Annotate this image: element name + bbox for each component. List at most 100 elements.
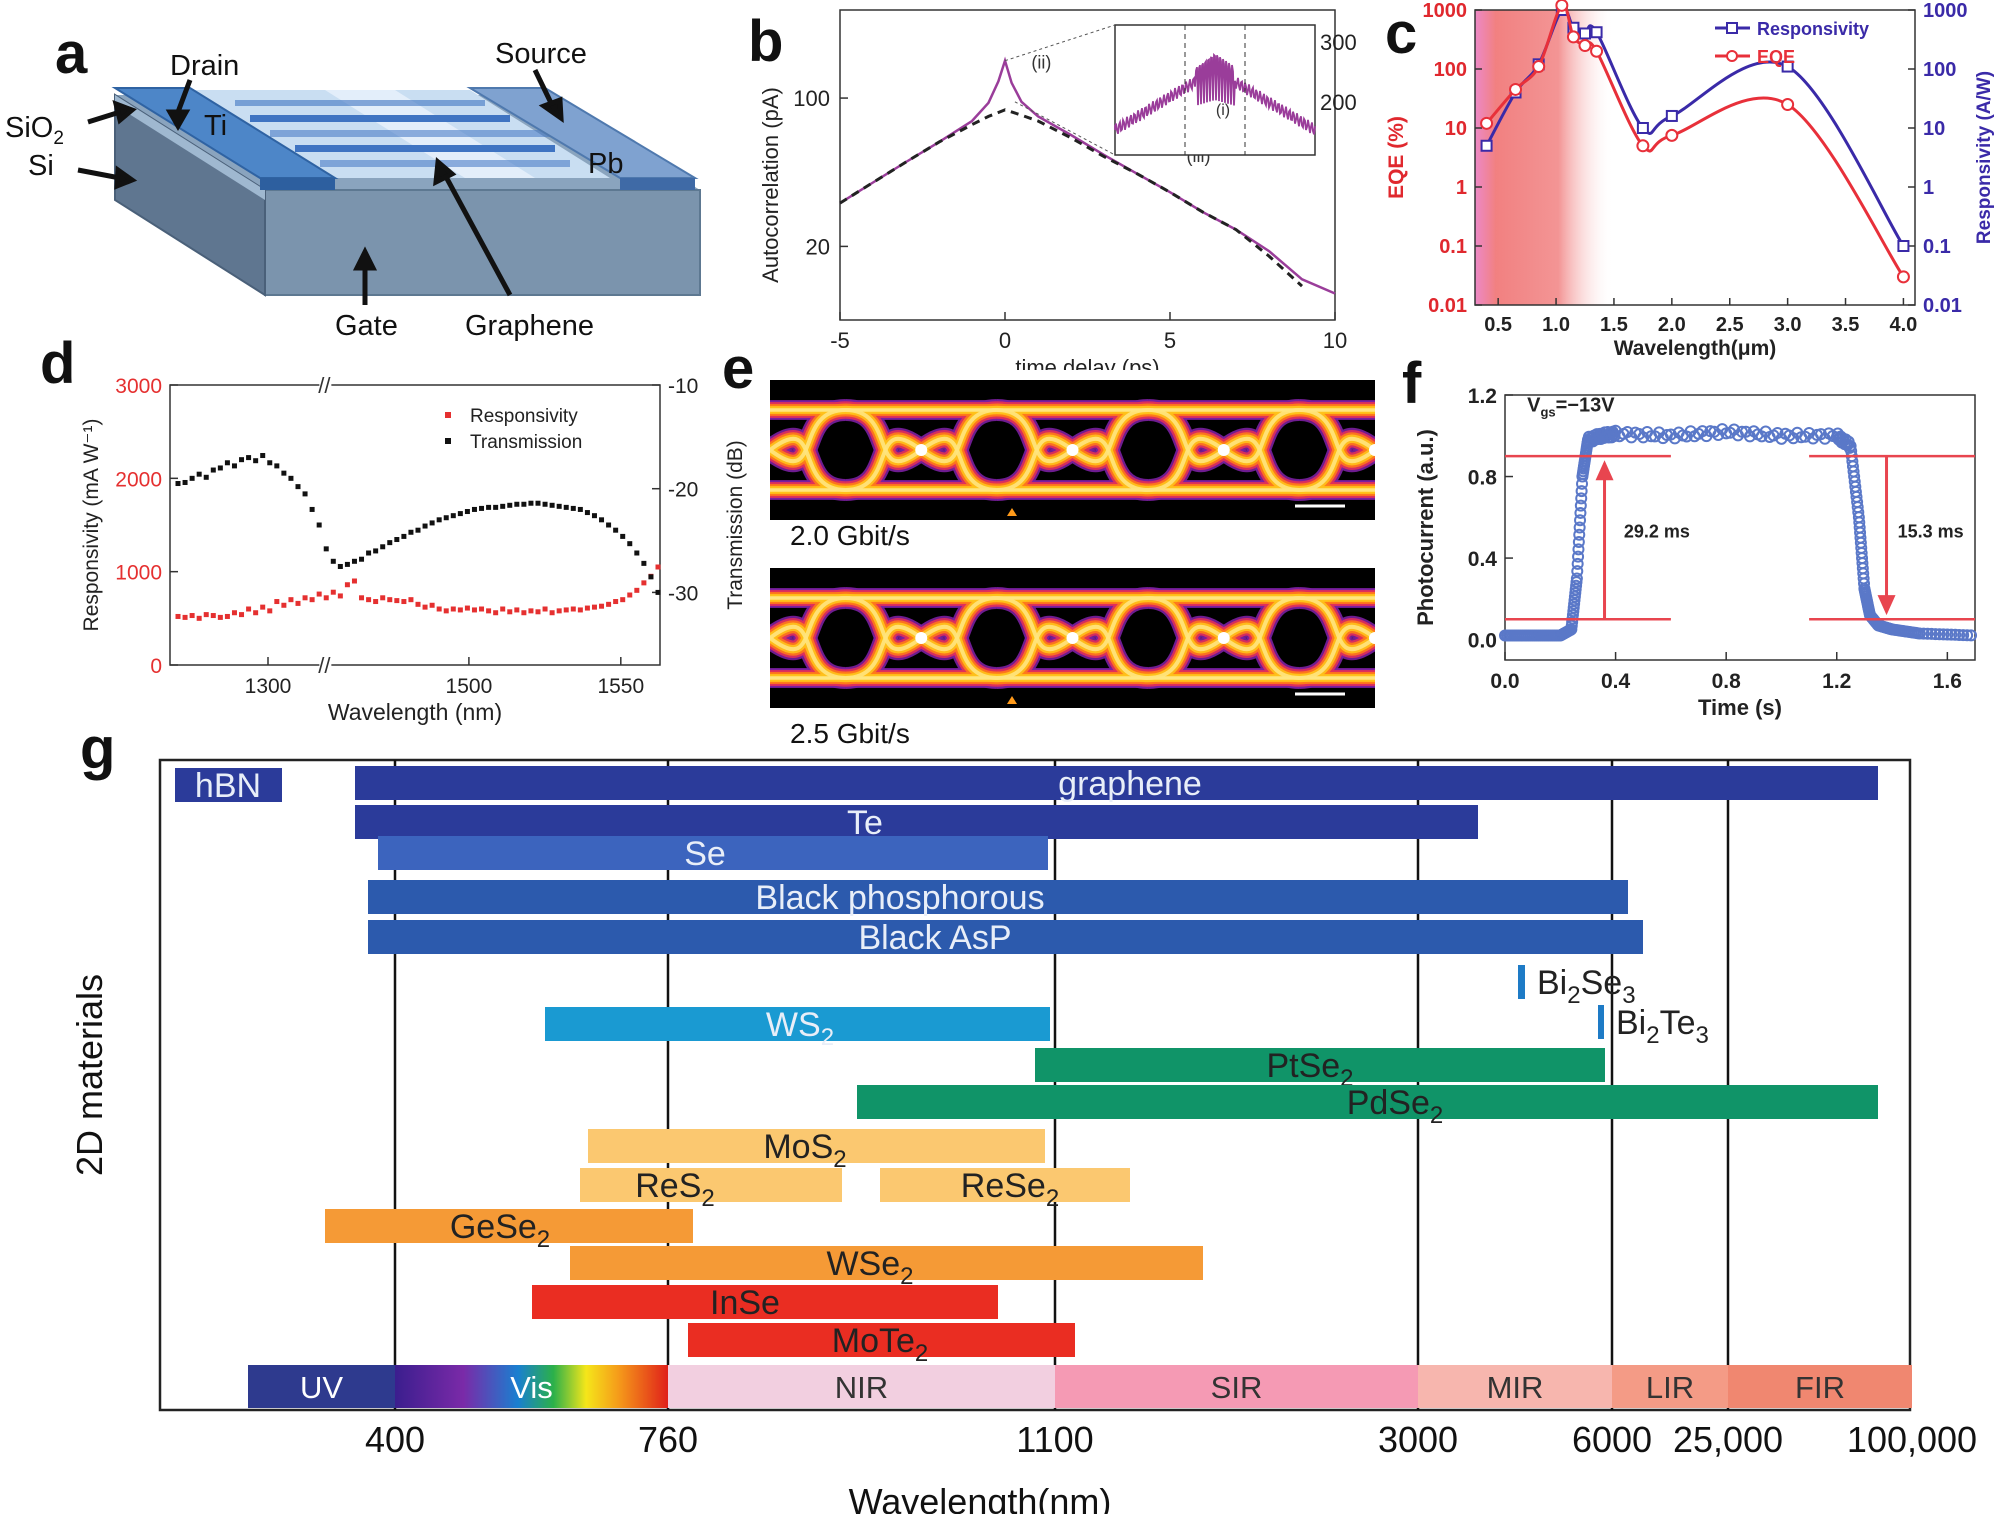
- material-name: PdSe: [1347, 1084, 1430, 1122]
- data-point-photocurrent: [1937, 628, 1950, 641]
- y-tick-label-right: -20: [668, 479, 698, 502]
- sio2-label-sub: 2: [53, 127, 64, 149]
- data-point-Responsivity: [309, 597, 315, 603]
- data-point-Responsivity: [606, 601, 612, 607]
- substrate-side: [114, 93, 266, 297]
- data-point-Transmission: [613, 527, 619, 533]
- y-tick-label: 100: [793, 86, 830, 111]
- data-point-photocurrent: [1965, 629, 1978, 642]
- y-axis-label: 2D materials: [69, 974, 110, 1176]
- data-point-EQE: [1578, 39, 1592, 53]
- data-point-Responsivity: [380, 595, 386, 601]
- x-tick-label: 400: [365, 1419, 425, 1460]
- data-point-Transmission: [189, 475, 195, 481]
- data-point-photocurrent: [1933, 628, 1946, 641]
- rise-time-label: 29.2 ms: [1624, 522, 1690, 542]
- data-point-Responsivity: [464, 605, 470, 611]
- data-point-Transmission: [366, 550, 372, 556]
- data-point-Responsivity: [535, 609, 541, 615]
- material-bar: [880, 1168, 1130, 1202]
- data-point-Transmission: [457, 511, 463, 517]
- data-point-Responsivity: [1590, 26, 1603, 39]
- data-point-Responsivity: [1781, 60, 1794, 73]
- data-point-Transmission: [281, 470, 287, 476]
- band-LIR: [1612, 1365, 1728, 1408]
- band-label-MIR: MIR: [1487, 1370, 1544, 1405]
- data-point-EQE: [1590, 44, 1604, 58]
- data-point-Responsivity: [457, 607, 463, 613]
- data-point-Transmission: [387, 540, 393, 546]
- legend-marker-Responsivity: [445, 412, 451, 418]
- x-tick-label: 3.5: [1832, 314, 1860, 336]
- data-point-Responsivity: [288, 597, 294, 603]
- data-point-Responsivity: [196, 615, 202, 621]
- material-bar: [378, 836, 1048, 870]
- y-tick-label-right: 1000: [1923, 0, 1968, 22]
- band-label-UV: UV: [300, 1370, 343, 1405]
- data-point-Transmission: [253, 458, 259, 464]
- fall-time-label: 15.3 ms: [1898, 522, 1964, 542]
- series-line-measured: [839, 56, 1336, 295]
- sio2-label-text: SiO: [5, 112, 54, 144]
- data-point-Responsivity: [507, 609, 513, 615]
- data-point-Transmission: [274, 463, 280, 469]
- data-point-Transmission: [394, 537, 400, 543]
- pb-label: Pb: [588, 148, 624, 180]
- plot-frame: [169, 384, 661, 666]
- eye-crossing: [1369, 632, 1375, 644]
- plot-frame: [1504, 394, 1976, 661]
- data-point-photocurrent: [1929, 628, 1942, 641]
- material-bar: [175, 768, 282, 802]
- data-point-EQE: [1480, 116, 1494, 130]
- material-name: InSe: [710, 1284, 780, 1322]
- material-sub: 2: [1430, 1102, 1443, 1129]
- material-label: ReS2: [635, 1167, 715, 1212]
- legend-label-Responsivity: Responsivity: [470, 406, 578, 427]
- data-point-Transmission: [309, 506, 315, 512]
- data-point-EQE: [1665, 128, 1679, 142]
- eye-crossing: [1066, 444, 1079, 456]
- data-point-Transmission: [563, 504, 569, 510]
- axis-break-gap-bottom: [319, 655, 332, 675]
- y-axis-label-left: EQE (%): [1385, 116, 1408, 199]
- data-point-photocurrent: [1953, 628, 1966, 641]
- data-point-Transmission: [260, 453, 266, 459]
- data-point-Responsivity: [493, 610, 499, 616]
- data-point-Transmission: [401, 533, 407, 539]
- panel-label-a: a: [55, 21, 88, 86]
- data-point-Responsivity: [549, 610, 555, 616]
- material-bar: [1518, 965, 1525, 999]
- data-point-photocurrent: [1572, 543, 1585, 556]
- panel-label-d: d: [40, 331, 76, 396]
- x-axis-label: Wavelength(nm): [849, 1481, 1112, 1514]
- data-point-Responsivity: [584, 605, 590, 611]
- material-label: WSe2: [826, 1245, 913, 1290]
- data-point-Transmission: [577, 506, 583, 512]
- data-point-Transmission: [450, 513, 456, 519]
- data-point-Transmission: [591, 513, 597, 519]
- data-point-Responsivity: [1897, 240, 1910, 252]
- annotation-ii: (ii): [1031, 53, 1051, 73]
- y-tick-label-right: 1: [1923, 177, 1934, 199]
- data-point-Transmission: [267, 460, 273, 466]
- x-tick-label: 1300: [245, 675, 292, 698]
- data-point-Responsivity: [224, 613, 230, 619]
- data-point-Responsivity: [408, 597, 414, 603]
- data-point-photocurrent: [1941, 628, 1954, 641]
- gate-label: Gate: [335, 310, 398, 342]
- data-point-Responsivity: [542, 606, 548, 612]
- material-bar: [580, 1168, 842, 1202]
- x-tick-label: 2.0: [1658, 314, 1686, 336]
- data-point-Responsivity: [401, 599, 407, 605]
- data-point-Responsivity: [613, 599, 619, 605]
- data-point-Responsivity: [366, 597, 372, 603]
- data-point-Responsivity: [175, 613, 181, 619]
- data-point-Responsivity: [471, 607, 477, 613]
- data-point-photocurrent: [1957, 629, 1970, 642]
- axis-break-gap-top: [319, 375, 332, 395]
- data-point-Responsivity: [556, 608, 562, 614]
- material-label: ReSe2: [961, 1167, 1059, 1212]
- data-point-Transmission: [486, 504, 492, 510]
- data-point-Transmission: [337, 563, 343, 569]
- material-sub: 2: [1567, 982, 1580, 1009]
